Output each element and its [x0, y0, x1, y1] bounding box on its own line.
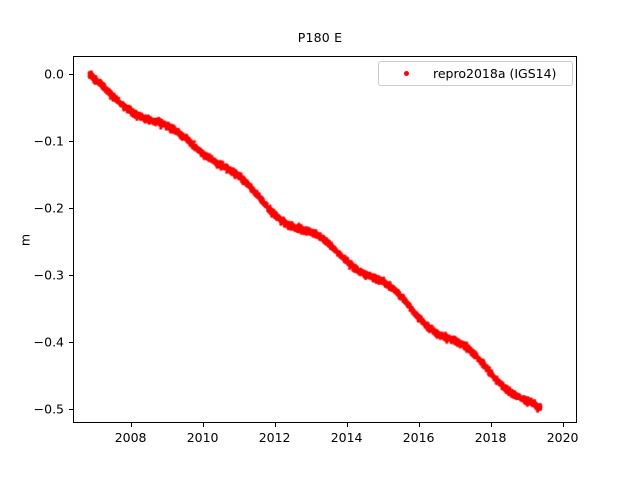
x-tick-mark	[418, 423, 420, 427]
x-tick-label: 2020	[546, 430, 579, 445]
x-tick-label: 2018	[474, 430, 507, 445]
y-tick-mark	[69, 141, 73, 143]
x-tick-label: 2010	[186, 430, 219, 445]
legend[interactable]: repro2018a (IGS14)	[378, 61, 573, 86]
legend-item-label: repro2018a (IGS14)	[433, 66, 557, 81]
x-tick-label: 2016	[402, 430, 435, 445]
x-tick-mark	[274, 423, 276, 427]
legend-dot-icon	[403, 71, 409, 76]
y-tick-label: 0.0	[44, 66, 64, 82]
x-tick-mark	[202, 423, 204, 427]
legend-marker-cell	[379, 71, 433, 76]
page-title: P180 E	[297, 30, 343, 45]
x-tick-mark	[490, 423, 492, 427]
y-tick-label: −0.4	[33, 334, 64, 350]
y-tick-mark	[69, 275, 73, 277]
y-tick-mark	[69, 409, 73, 411]
y-tick-label: −0.3	[33, 267, 64, 283]
x-tick-mark	[130, 423, 132, 427]
y-tick-label: −0.1	[33, 133, 64, 149]
y-tick-mark	[69, 73, 73, 75]
y-tick-label: −0.5	[33, 401, 64, 417]
y-tick-label: −0.2	[33, 200, 64, 216]
y-tick-mark	[69, 342, 73, 344]
x-tick-label: 2008	[114, 430, 147, 445]
x-tick-label: 2012	[258, 430, 291, 445]
y-axis-label: m	[17, 233, 33, 247]
y-tick-mark	[69, 208, 73, 210]
x-tick-mark	[346, 423, 348, 427]
x-tick-mark	[562, 423, 564, 427]
plot-area	[73, 56, 577, 423]
x-tick-label: 2014	[330, 430, 363, 445]
scatter-series-repro2018a	[74, 57, 576, 422]
